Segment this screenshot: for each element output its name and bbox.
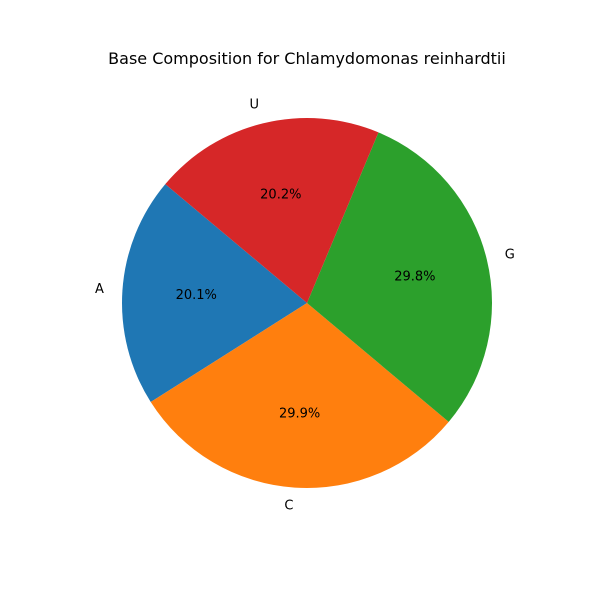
pie-slice-a [121,184,307,403]
chart-title: Base Composition for Chlamydomonas reinh… [108,49,506,68]
percent-label-c: 29.9% [279,406,320,421]
pie-labels: A 20.1% C 29.9% G 29.8% U 20.2% [95,98,515,514]
slice-label-a: A [95,282,104,297]
slice-label-u: U [249,98,259,113]
pie-slices [121,118,493,488]
pie-slice-c [150,303,449,488]
percent-label-a: 20.1% [176,288,217,303]
pie-slice-u [165,118,379,303]
pie-slice-g [307,132,493,422]
slice-label-c: C [284,499,293,514]
percent-label-u: 20.2% [260,188,301,203]
percent-label-g: 29.8% [394,269,435,284]
slice-label-g: G [505,248,515,263]
